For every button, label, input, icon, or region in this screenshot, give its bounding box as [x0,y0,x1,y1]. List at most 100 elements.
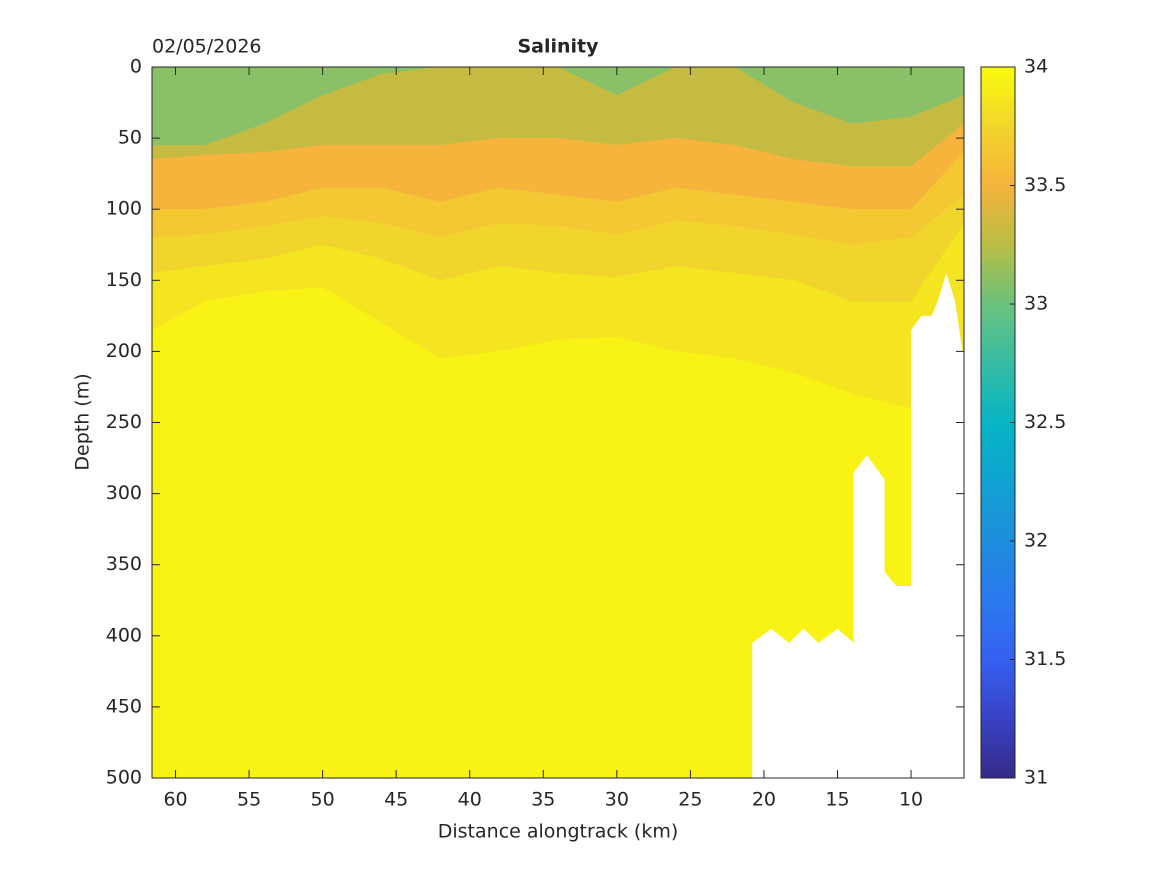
colorbar-cell [981,653,1015,658]
colorbar-cell [981,511,1015,515]
colorbar-cell [981,532,1015,536]
x-tick-label: 35 [531,789,555,811]
colorbar-cell [981,298,1015,302]
colorbar-cell [981,576,1015,581]
colorbar-cell [981,78,1015,83]
colorbar-cell [981,398,1015,403]
x-tick-label: 25 [678,789,702,811]
colorbar-cell [981,508,1015,512]
colorbar-cell [981,419,1015,423]
colorbar-cell [981,677,1015,681]
colorbar-cell [981,182,1015,186]
colorbar-cell [981,698,1015,702]
colorbar-cell [981,452,1015,456]
colorbar-cell [981,286,1015,290]
colorbar-cell [981,161,1015,166]
colorbar-cell [981,615,1015,619]
colorbar-cell [981,425,1015,429]
colorbar-cell [981,686,1015,690]
colorbar-cell [981,718,1015,723]
colorbar-cell [981,612,1015,616]
colorbar-cell [981,674,1015,678]
y-tick-label: 300 [106,482,142,504]
colorbar-cell [981,567,1015,572]
colorbar-cell [981,594,1015,598]
colorbar-cell [981,618,1015,622]
colorbar-cell [981,304,1015,308]
x-tick-label: 55 [237,789,261,811]
colorbar-cell [981,472,1015,477]
colorbar-cell [981,84,1015,89]
colorbar-cell [981,579,1015,583]
no-data-region [752,273,964,778]
colorbar-cell [981,644,1015,649]
colorbar-cell [981,775,1015,779]
colorbar-cell [981,295,1015,299]
colorbar-cell [981,75,1015,80]
colorbar-cell [981,173,1015,178]
colorbar-cell [981,769,1015,773]
colorbar-cell [981,369,1015,373]
colorbar-cell [981,623,1015,628]
colorbar-cell [981,120,1015,124]
colorbar-cell [981,514,1015,518]
colorbar-cell [981,366,1015,370]
colorbar-cell [981,665,1015,669]
colorbar-cell [981,446,1015,450]
colorbar-cell [981,105,1015,109]
date-label: 02/05/2026 [152,36,262,58]
colorbar-cell [981,247,1015,252]
colorbar-cell [981,401,1015,406]
colorbar-cell [981,724,1015,729]
colorbar-cell [981,357,1015,361]
colorbar-cell [981,221,1015,225]
colorbar-cell [981,650,1015,655]
colorbar-cell [981,428,1015,432]
colorbar-cell [981,671,1015,675]
x-tick-label: 10 [899,789,923,811]
colorbar-cell [981,709,1015,714]
colorbar-cell [981,342,1015,346]
colorbar-cell [981,372,1015,376]
colorbar-cell [981,543,1015,548]
colorbar-cell [981,549,1015,554]
colorbar-cell [981,283,1015,287]
colorbar-cell [981,564,1015,569]
colorbar-cell [981,146,1015,151]
colorbar-cell [981,354,1015,358]
colorbar-cell [981,277,1015,281]
colorbar-cell [981,535,1015,539]
colorbar-cell [981,546,1015,551]
colorbar-cell [981,232,1015,237]
colorbar-cell [981,69,1015,74]
colorbar-cell [981,218,1015,222]
colorbar-cell [981,262,1015,266]
colorbar-cell [981,381,1015,385]
colorbar-tick-label: 31 [1024,767,1048,789]
colorbar-cell [981,229,1015,234]
colorbar-cell [981,167,1015,172]
colorbar-cell [981,330,1015,335]
colorbar-cell [981,520,1015,524]
colorbar-cell [981,745,1015,749]
colorbar-cell [981,461,1015,465]
colorbar-cell [981,235,1015,240]
colorbar-cell [981,712,1015,717]
colorbar-cell [981,224,1015,228]
colorbar-cell [981,416,1015,421]
colorbar-cell [981,155,1015,160]
colorbar-cell [981,179,1015,184]
colorbar-cell [981,280,1015,284]
colorbar-cell [981,96,1015,101]
colorbar-cell [981,449,1015,453]
colorbar-cell [981,152,1015,157]
colorbar-cell [981,469,1015,474]
colorbar-cell [981,763,1015,767]
colorbar-cell [981,226,1015,231]
colorbar-tick-label: 31.5 [1024,648,1066,670]
colorbar-cell [981,585,1015,589]
colorbar-cell [981,375,1015,379]
colorbar-cell [981,484,1015,489]
colorbar-cell [981,733,1015,738]
colorbar-cell [981,606,1015,610]
